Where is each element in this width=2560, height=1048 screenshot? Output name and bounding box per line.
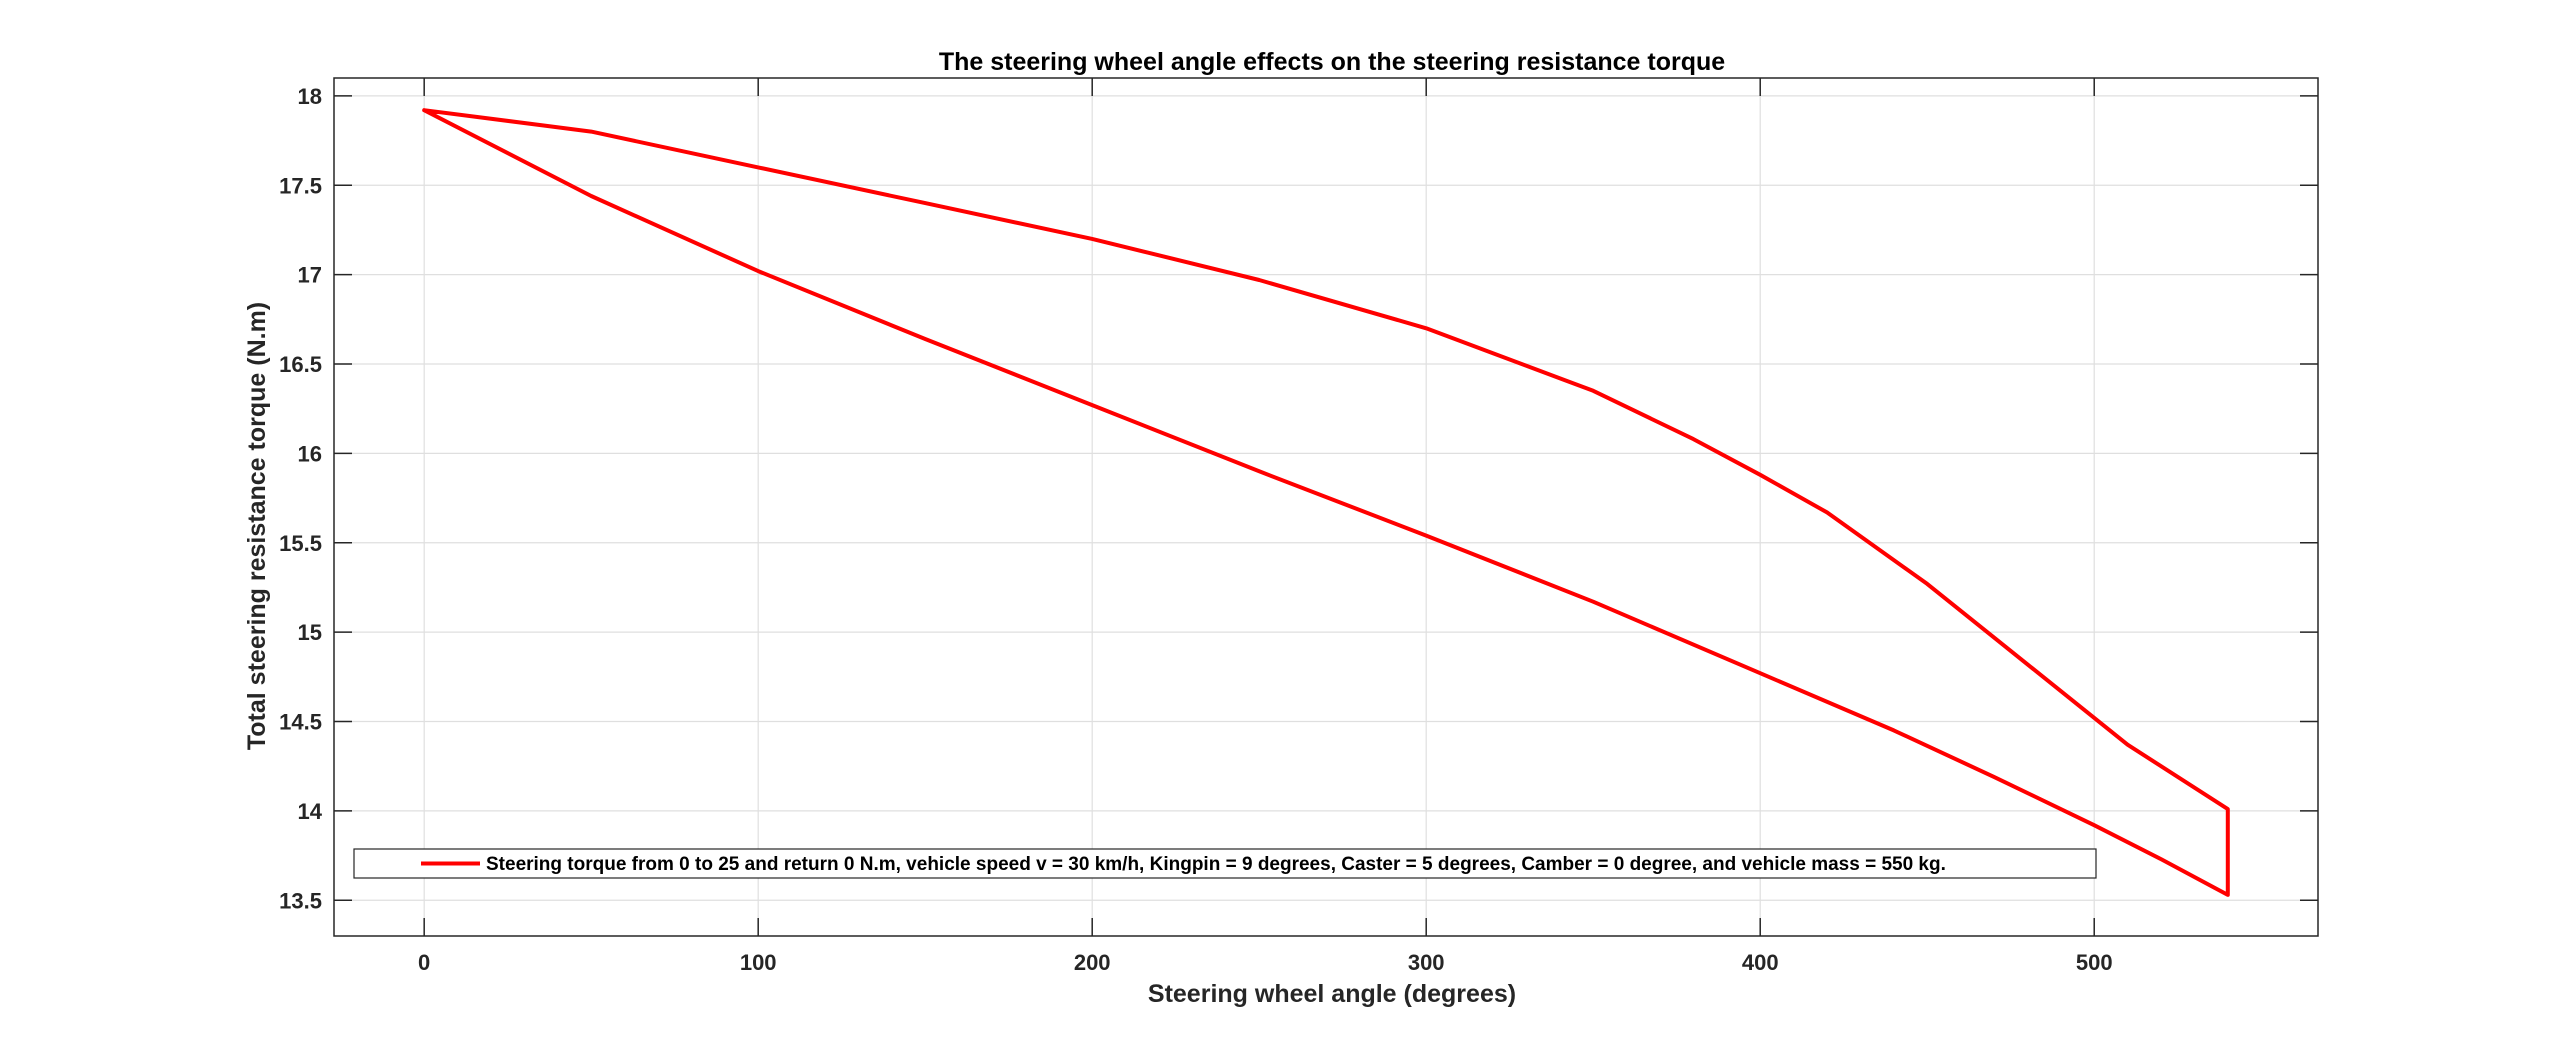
- y-tick-label: 15: [298, 620, 322, 645]
- x-tick-label: 200: [1074, 950, 1111, 975]
- y-tick-label: 14: [298, 799, 323, 824]
- legend-label: Steering torque from 0 to 25 and return …: [486, 854, 1946, 875]
- y-tick-label: 17: [298, 263, 322, 288]
- series-line: [422, 108, 2230, 897]
- y-axis-title: Total steering resistance torque (N.m): [243, 302, 271, 750]
- legend: Steering torque from 0 to 25 and return …: [353, 848, 2097, 879]
- x-tick-label: 400: [1742, 950, 1779, 975]
- y-tick-label: 13.5: [279, 888, 322, 913]
- y-tick-label: 15.5: [279, 531, 322, 556]
- y-tick-label: 16: [298, 441, 322, 466]
- y-tick-label: 14.5: [279, 710, 322, 735]
- x-tick-label: 300: [1408, 950, 1445, 975]
- y-tick-label: 16.5: [279, 352, 322, 377]
- chart-title: The steering wheel angle effects on the …: [939, 48, 1725, 76]
- x-axis-title: Steering wheel angle (degrees): [1148, 980, 1516, 1008]
- legend-box: [353, 848, 2097, 879]
- y-tick-label: 18: [298, 84, 322, 109]
- y-tick-label: 17.5: [279, 173, 322, 198]
- x-tick-label: 500: [2076, 950, 2113, 975]
- series-group: [422, 108, 2230, 897]
- axis-ticks: 0 100 200 300 400 500 13.5 14 14.5 15 15.5 16 16.5 17…: [279, 78, 2318, 975]
- plot-area: [334, 78, 2318, 936]
- x-tick-label: 100: [740, 950, 777, 975]
- axes-box: [333, 77, 2319, 937]
- x-tick-label: 0: [418, 950, 430, 975]
